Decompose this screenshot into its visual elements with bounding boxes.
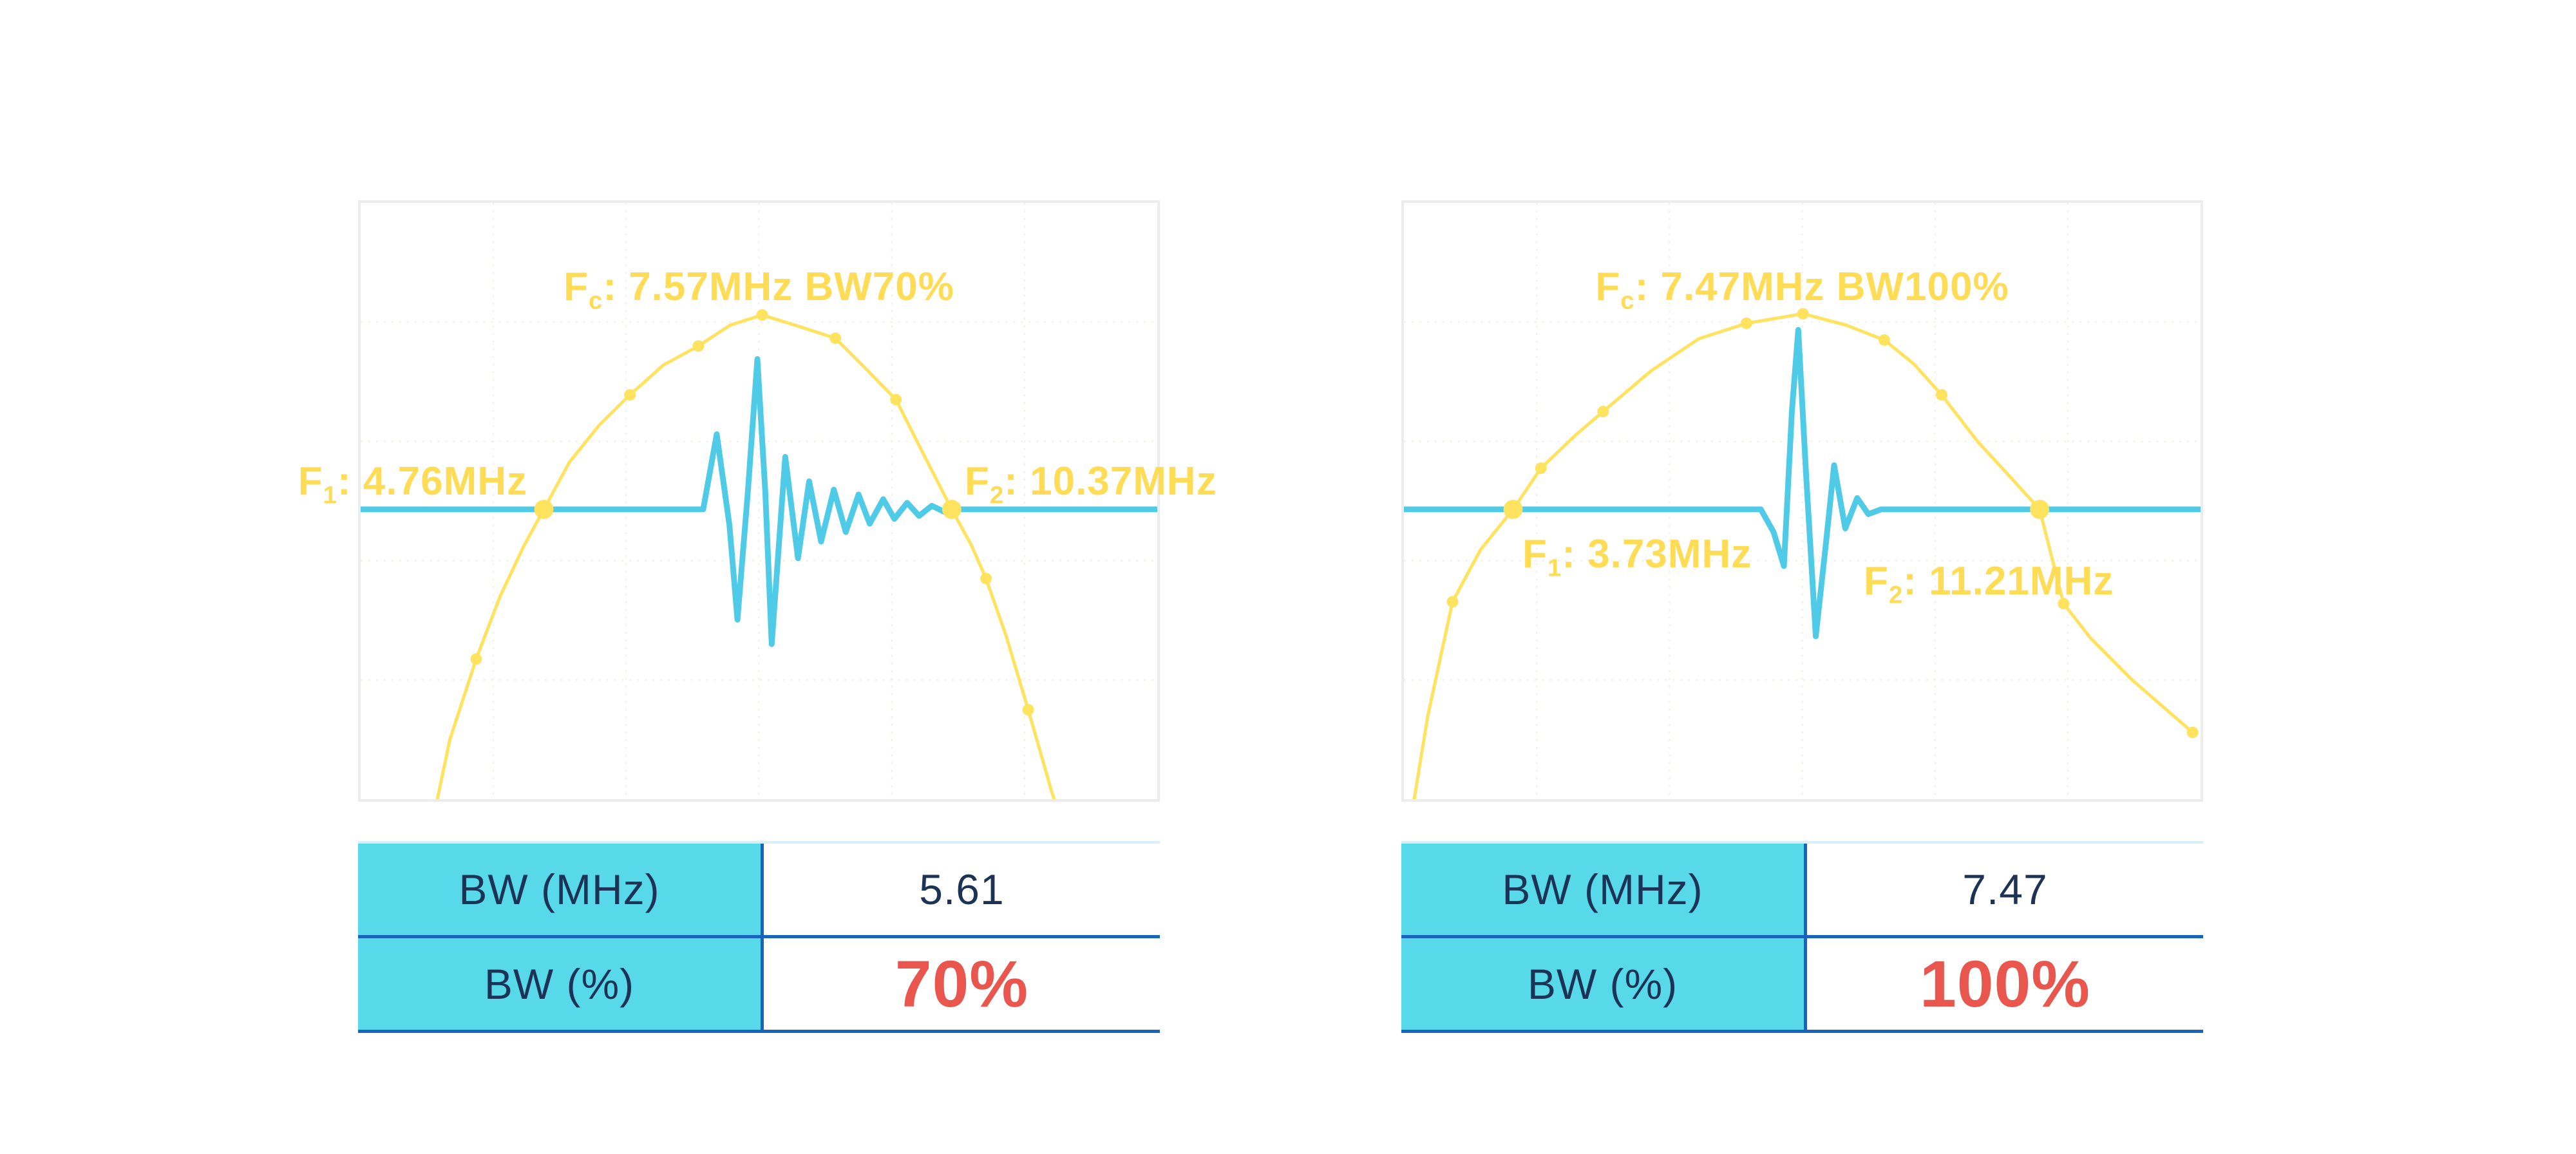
fc-sub: c xyxy=(1620,287,1635,315)
f2-annotation: F2: 11.21MHz xyxy=(1864,559,2114,608)
bw-mhz-label-cell: BW (MHz) xyxy=(1401,844,1807,935)
table-row: BW (%) 70% xyxy=(358,938,1160,1033)
f2-rest: : 10.37MHz xyxy=(1004,459,1217,504)
bw-pct-label-cell: BW (%) xyxy=(358,938,764,1030)
table-row: BW (MHz) 7.47 xyxy=(1401,844,2203,938)
f2-base: F xyxy=(1864,559,1889,603)
f1-sub: 1 xyxy=(1547,554,1562,582)
bw-table-left: BW (MHz) 5.61 BW (%) 70% xyxy=(358,841,1160,1033)
f2-annotation: F2: 10.37MHz xyxy=(965,459,1217,508)
fc-base: F xyxy=(564,265,589,309)
f1-base: F xyxy=(1522,532,1548,576)
bw-pct-label-cell: BW (%) xyxy=(1401,938,1807,1030)
fc-sub: c xyxy=(588,287,603,315)
bw-table-right: BW (MHz) 7.47 BW (%) 100% xyxy=(1401,841,2203,1033)
f2-sub: 2 xyxy=(989,481,1005,509)
bw-pct-value-cell: 70% xyxy=(895,947,1029,1021)
table-row: BW (MHz) 5.61 xyxy=(358,844,1160,938)
f1-rest: : 4.76MHz xyxy=(337,459,527,504)
fc-rest: : 7.57MHz BW70% xyxy=(603,265,954,309)
f2-rest: : 11.21MHz xyxy=(1903,559,2114,603)
f2-base: F xyxy=(965,459,990,504)
fc-annotation: Fc: 7.47MHz BW100% xyxy=(1404,265,2201,314)
pulse-spectrum-panel-right: Fc: 7.47MHz BW100% F1: 3.73MHz F2: 11.21… xyxy=(1401,200,2203,802)
bw-mhz-value-cell: 7.47 xyxy=(1962,866,2048,913)
f1-sub: 1 xyxy=(323,481,338,509)
f1-annotation: F1: 3.73MHz xyxy=(1522,532,1752,581)
spectrum-pulse-chart-right xyxy=(1404,203,2201,799)
bw-pct-value-cell: 100% xyxy=(1920,947,2090,1021)
bw-mhz-label-cell: BW (MHz) xyxy=(358,844,764,935)
fc-annotation: Fc: 7.57MHz BW70% xyxy=(361,265,1157,314)
pulse-spectrum-panel-left: Fc: 7.57MHz BW70% F1: 4.76MHz F2: 10.37M… xyxy=(298,200,1217,802)
bw-mhz-value-cell: 5.61 xyxy=(919,866,1005,913)
fc-base: F xyxy=(1595,265,1621,309)
spectrum-pulse-chart-left xyxy=(361,203,1157,799)
f1-rest: : 3.73MHz xyxy=(1562,532,1752,576)
fc-rest: : 7.47MHz BW100% xyxy=(1634,265,2009,309)
f1-base: F xyxy=(298,459,323,504)
table-row: BW (%) 100% xyxy=(1401,938,2203,1033)
f1-annotation: F1: 4.76MHz xyxy=(298,459,527,508)
f2-sub: 2 xyxy=(1888,581,1904,609)
